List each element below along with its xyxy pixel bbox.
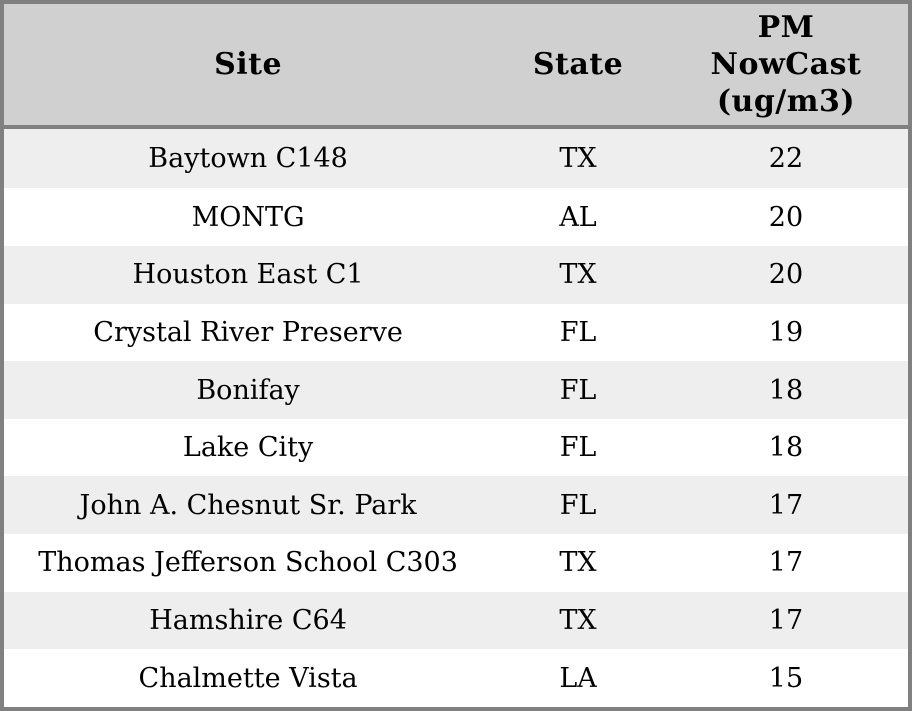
- column-header-pm-nowcast: PM NowCast (ug/m3): [663, 4, 908, 129]
- site-cell: Lake City: [182, 432, 314, 464]
- state-cell: TX: [559, 143, 597, 175]
- pm-header-line-2: NowCast: [710, 47, 862, 82]
- table-row: Houston East C1 TX 20: [4, 245, 908, 304]
- site-cell: Bonifay: [196, 374, 300, 406]
- site-cell: Baytown C148: [148, 143, 348, 175]
- site-cell: John A. Chesnut Sr. Park: [79, 489, 417, 521]
- pm-header-line-3: (ug/m3): [716, 84, 856, 119]
- table-row: Hamshire C64 TX 17: [4, 591, 908, 650]
- state-cell: TX: [559, 605, 597, 637]
- state-cell: FL: [559, 316, 597, 348]
- pm-value-cell: 17: [768, 547, 804, 579]
- data-table: Site State PM NowCast (ug/m3) Baytown C1…: [4, 4, 908, 707]
- pm-value-cell: 20: [768, 259, 804, 291]
- pm-value-cell: 15: [768, 662, 804, 694]
- column-header-site: Site: [4, 4, 493, 129]
- pm-header-line-1: PM: [757, 10, 815, 45]
- table-row: Chalmette Vista LA 15: [4, 649, 908, 707]
- table-row: Lake City FL 18: [4, 418, 908, 477]
- table-row: Thomas Jefferson School C303 TX 17: [4, 534, 908, 592]
- table-row: Crystal River Preserve FL 19: [4, 303, 908, 362]
- pm-value-cell: 19: [768, 316, 804, 348]
- site-cell: Thomas Jefferson School C303: [38, 547, 458, 579]
- table-row: Bonifay FL 18: [4, 361, 908, 419]
- table-body: Baytown C148 TX 22 MONTG AL 20 Houston E…: [4, 127, 908, 707]
- table-header: Site State PM NowCast (ug/m3): [4, 4, 908, 129]
- pm-value-cell: 18: [768, 432, 804, 464]
- site-cell: Hamshire C64: [149, 605, 347, 637]
- pm-value-cell: 18: [768, 374, 804, 406]
- state-cell: LA: [559, 662, 597, 694]
- header-row: Site State PM NowCast (ug/m3): [4, 4, 908, 129]
- table-row: John A. Chesnut Sr. Park FL 17: [4, 476, 908, 535]
- site-cell: Chalmette Vista: [138, 662, 358, 694]
- state-cell: AL: [559, 201, 597, 233]
- table-row: MONTG AL 20: [4, 188, 908, 246]
- site-cell: MONTG: [191, 201, 305, 233]
- site-cell: Crystal River Preserve: [93, 316, 403, 348]
- state-cell: FL: [559, 374, 597, 406]
- state-cell: TX: [559, 259, 597, 291]
- pm-value-cell: 20: [768, 201, 804, 233]
- site-cell: Houston East C1: [132, 259, 364, 291]
- state-cell: FL: [559, 489, 597, 521]
- state-cell: TX: [559, 547, 597, 579]
- state-cell: FL: [559, 432, 597, 464]
- table-row: Baytown C148 TX 22: [4, 127, 908, 189]
- pm-value-cell: 17: [768, 605, 804, 637]
- pm-value-cell: 17: [768, 489, 804, 521]
- column-header-state: State: [492, 4, 664, 129]
- pm-value-cell: 22: [768, 143, 804, 175]
